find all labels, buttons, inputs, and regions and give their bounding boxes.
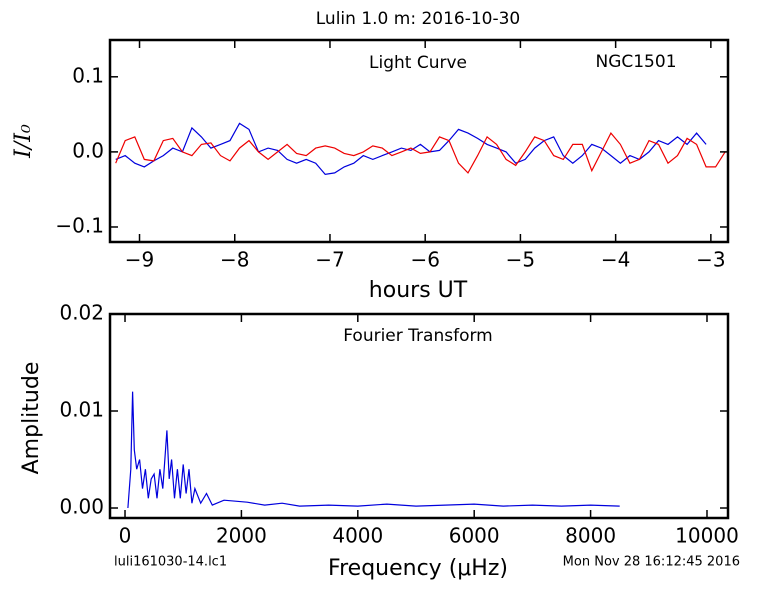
x-tick-label: −5 (506, 248, 535, 272)
x-tick-label: −8 (220, 248, 249, 272)
y-tick-label: 0.0 (72, 138, 104, 162)
data-line (127, 391, 620, 509)
x-tick-label: −3 (696, 248, 725, 272)
axes-frame (108, 312, 730, 520)
figure-title: Lulin 1.0 m: 2016-10-30 (316, 9, 521, 29)
y-tick-label: 0.01 (59, 398, 104, 422)
x-tick-label: 4000 (332, 524, 383, 548)
x-tick-label: −7 (315, 248, 344, 272)
x-tick-label: 6000 (449, 524, 500, 548)
x-tick-label: 10000 (675, 524, 739, 548)
axes-frame (108, 38, 730, 244)
x-axis-label: hours UT (369, 278, 468, 303)
y-axis-label: Amplitude (19, 362, 44, 475)
y-axis-label: I/I₀ (11, 124, 36, 159)
data-line (115, 132, 726, 174)
x-tick-label: −4 (601, 248, 630, 272)
x-axis-label: Frequency (μHz) (328, 556, 508, 581)
annotation: Fourier Transform (343, 326, 492, 346)
annotation: NGC1501 (595, 52, 676, 72)
y-tick-label: 0.1 (72, 63, 104, 87)
y-tick-label: 0.02 (59, 301, 104, 325)
y-tick-label: −0.1 (55, 213, 104, 237)
x-tick-label: −9 (125, 248, 154, 272)
annotation: Light Curve (369, 53, 467, 73)
x-tick-label: 8000 (565, 524, 616, 548)
x-tick-label: −6 (410, 248, 439, 272)
x-tick-label: 2000 (216, 524, 267, 548)
y-tick-label: 0.00 (59, 495, 104, 519)
x-tick-label: 0 (119, 524, 132, 548)
file-name: luli161030-14.lc1 (114, 555, 227, 570)
timestamp: Mon Nov 28 16:12:45 2016 (563, 555, 740, 570)
